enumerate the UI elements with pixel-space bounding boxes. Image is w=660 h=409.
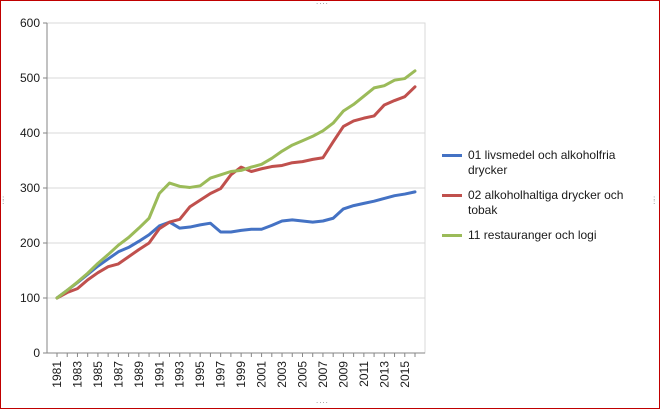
right-resize-handle[interactable]: :: bbox=[653, 194, 656, 206]
x-tick-label: 2015 bbox=[398, 361, 412, 388]
y-tick-label: 200 bbox=[20, 236, 40, 250]
y-tick-label: 100 bbox=[20, 291, 40, 305]
legend-swatch bbox=[442, 234, 462, 237]
y-tick-label: 500 bbox=[20, 71, 40, 85]
x-tick-label: 1999 bbox=[234, 361, 248, 388]
y-tick-label: 600 bbox=[20, 16, 40, 30]
bottom-resize-handle[interactable]: ···· bbox=[316, 399, 329, 407]
x-tick-label: 2011 bbox=[357, 361, 371, 387]
x-tick-label: 1981 bbox=[50, 361, 64, 388]
x-tick-label: 2003 bbox=[275, 361, 289, 388]
x-tick-label: 1989 bbox=[132, 361, 146, 388]
series-lines bbox=[55, 69, 417, 300]
x-tick-label: 1991 bbox=[152, 361, 166, 388]
legend-swatch bbox=[442, 154, 462, 157]
gridlines bbox=[47, 22, 425, 354]
legend-label: 11 restauranger och logi bbox=[468, 228, 597, 242]
x-tick-label: 2001 bbox=[255, 361, 269, 388]
x-tick-label: 1997 bbox=[214, 361, 228, 388]
x-tick-label: 1983 bbox=[70, 361, 84, 388]
legend-item-2[interactable]: 02 alkoholhaltiga drycker och tobak bbox=[442, 188, 642, 218]
legend-item-3[interactable]: 11 restauranger och logi bbox=[442, 228, 642, 243]
axes: 0 100 200 300 400 500 600 1981 1983 1985 1987 1989 1… bbox=[20, 16, 425, 388]
x-tick-label: 2009 bbox=[336, 361, 350, 388]
x-tick-label: 2013 bbox=[377, 361, 391, 388]
legend-label: 02 alkoholhaltiga drycker och tobak bbox=[468, 188, 624, 217]
series-line-2[interactable] bbox=[55, 85, 417, 300]
x-tick-label: 2007 bbox=[316, 361, 330, 388]
x-tick-label: 1993 bbox=[173, 361, 187, 388]
x-tick-label: 1987 bbox=[111, 361, 125, 388]
x-tick-label: 2005 bbox=[295, 361, 309, 388]
left-resize-handle[interactable]: :: bbox=[2, 194, 5, 206]
legend-item-1[interactable]: 01 livsmedel och alkoholfria drycker bbox=[442, 148, 642, 178]
series-line-1[interactable] bbox=[55, 190, 417, 300]
x-tick-label: 1985 bbox=[91, 361, 105, 388]
legend-label: 01 livsmedel och alkoholfria drycker bbox=[468, 148, 616, 177]
x-tick-label: 1995 bbox=[193, 361, 207, 388]
y-tick-label: 300 bbox=[20, 181, 40, 195]
series-line-3[interactable] bbox=[55, 69, 417, 300]
top-resize-handle[interactable]: ···· bbox=[316, 0, 329, 8]
y-tick-label: 400 bbox=[20, 126, 40, 140]
legend-swatch bbox=[442, 194, 462, 197]
y-tick-label: 0 bbox=[33, 346, 40, 360]
